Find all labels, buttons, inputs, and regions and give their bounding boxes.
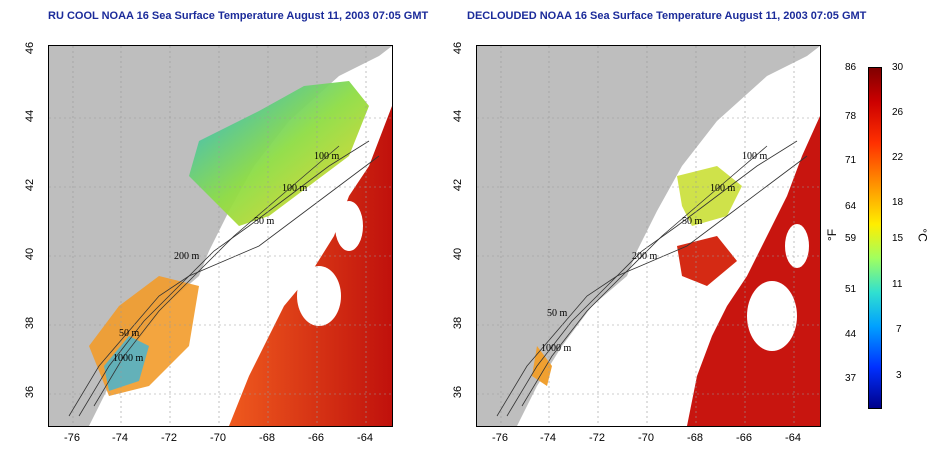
shelf-water-warm (532, 346, 552, 386)
graticule (49, 46, 392, 426)
celsius-tick: 26 (892, 107, 904, 118)
celsius-tick: 11 (892, 279, 903, 290)
fahrenheit-tick: 64 (845, 201, 857, 212)
colorbar (868, 67, 882, 409)
left-map-frame: 100 m 100 m 50 m 200 m 50 m 1000 m (48, 45, 393, 427)
contour-label: 100 m (282, 183, 308, 194)
fahrenheit-tick: 86 (845, 62, 857, 73)
lat-tick: 42 (452, 178, 464, 192)
fahrenheit-tick: 51 (845, 284, 857, 295)
fahrenheit-tick: 78 (845, 111, 857, 122)
lon-tick: -68 (687, 432, 703, 444)
lat-tick: 40 (452, 247, 464, 261)
isobath-100m (506, 140, 798, 417)
celsius-tick: 18 (892, 197, 904, 208)
shelf-water-cool (189, 81, 369, 226)
isobath-50m (521, 145, 768, 407)
contour-label: 100 m (742, 151, 768, 162)
lon-tick: -76 (492, 432, 508, 444)
lon-tick: -70 (638, 432, 654, 444)
fahrenheit-tick: 37 (845, 373, 857, 384)
cloud-gap (785, 224, 809, 268)
celsius-tick: 22 (892, 152, 904, 163)
celsius-tick: 7 (896, 324, 902, 335)
contour-label: 1000 m (113, 353, 144, 364)
contour-label: 100 m (314, 151, 340, 162)
lon-tick: -76 (64, 432, 80, 444)
isobath-50m (93, 145, 340, 407)
left-map-panel: 100 m 100 m 50 m 200 m 50 m 1000 m 46 44… (0, 0, 420, 475)
contour-label: 200 m (174, 251, 200, 262)
lon-tick: -72 (161, 432, 177, 444)
lat-tick: 46 (452, 41, 464, 55)
celsius-tick: 15 (892, 233, 904, 244)
cloud-gap (297, 266, 341, 326)
contour-label: 50 m (547, 308, 568, 319)
gulf-stream-warm (229, 106, 392, 426)
fahrenheit-tick: 44 (845, 329, 857, 340)
fahrenheit-unit-label: °F (825, 228, 840, 242)
lon-tick: -68 (259, 432, 275, 444)
lon-tick: -66 (308, 432, 324, 444)
cloud-gap (747, 281, 797, 351)
isobath-100m (78, 140, 370, 417)
graticule (477, 46, 820, 426)
lon-tick: -70 (210, 432, 226, 444)
contour-label: 200 m (632, 251, 658, 262)
lon-tick: -74 (112, 432, 128, 444)
lat-tick: 44 (452, 109, 464, 123)
fahrenheit-tick: 71 (845, 155, 857, 166)
isobath-200m (68, 155, 380, 417)
celsius-unit-label: °C (915, 228, 930, 242)
fahrenheit-tick: 59 (845, 233, 857, 244)
left-sst-map: 100 m 100 m 50 m 200 m 50 m 1000 m (49, 46, 392, 426)
lon-tick: -64 (357, 432, 373, 444)
right-sst-map: 100 m 100 m 50 m 200 m 50 m 1000 m (477, 46, 820, 426)
lon-tick: -74 (540, 432, 556, 444)
right-map-title: DECLOUDED NOAA 16 Sea Surface Temperatur… (467, 10, 867, 22)
contour-label: 1000 m (541, 343, 572, 354)
contour-label: 50 m (682, 216, 703, 227)
contour-label: 50 m (119, 328, 140, 339)
lon-tick: -66 (736, 432, 752, 444)
gulf-stream-warm (687, 116, 820, 426)
gulf-stream-warm (677, 236, 737, 286)
left-map-title: RU COOL NOAA 16 Sea Surface Temperature … (48, 10, 429, 22)
celsius-tick: 30 (892, 62, 904, 73)
lon-tick: -72 (589, 432, 605, 444)
south-shelf-cool (104, 336, 149, 391)
contour-label: 50 m (254, 216, 275, 227)
lat-tick: 36 (452, 385, 464, 399)
right-map-panel: 100 m 100 m 50 m 200 m 50 m 1000 m 46 44… (452, 41, 821, 444)
contour-label: 100 m (710, 183, 736, 194)
celsius-tick: 3 (896, 370, 902, 381)
right-map-frame: 100 m 100 m 50 m 200 m 50 m 1000 m (476, 45, 821, 427)
lon-tick: -64 (785, 432, 801, 444)
isobath-200m (496, 155, 808, 417)
cloud-gap (335, 201, 363, 251)
lat-tick: 38 (452, 316, 464, 330)
